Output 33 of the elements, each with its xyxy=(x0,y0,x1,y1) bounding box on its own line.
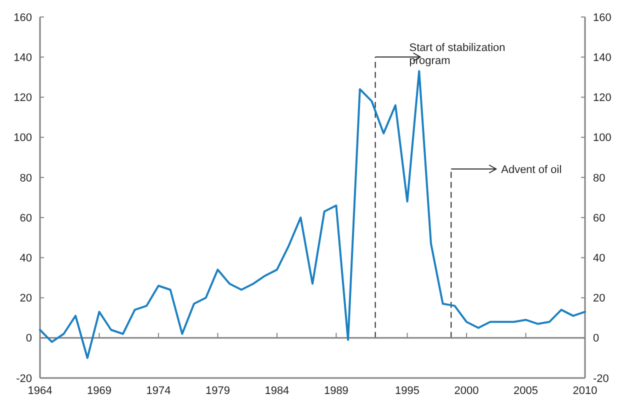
y2-tick-label: -20 xyxy=(593,372,609,385)
y2-tick-label: 40 xyxy=(593,252,606,265)
x-tick-label: 2010 xyxy=(572,385,598,397)
y2-tick-label: 0 xyxy=(593,332,600,345)
y2-tick-label: 120 xyxy=(593,92,612,104)
x-tick-label: 2005 xyxy=(514,385,538,397)
y-tick-label: 160 xyxy=(14,12,32,24)
y-tick-label: 120 xyxy=(14,92,32,104)
x-tick-label: 1979 xyxy=(205,385,230,397)
ref-line-label: Start of stabilization program xyxy=(409,42,506,67)
x-tick-label: 1974 xyxy=(146,385,171,397)
y2-tick-label: 160 xyxy=(593,12,612,24)
y-tick-label: 0 xyxy=(26,332,32,345)
y2-tick-label: 140 xyxy=(593,52,612,64)
y-tick-label: 40 xyxy=(20,252,32,265)
y2-tick-label: 100 xyxy=(593,132,612,144)
x-tick-label: 1964 xyxy=(28,385,52,397)
y-tick-label: 20 xyxy=(20,292,32,305)
y-tick-label: 140 xyxy=(14,52,32,64)
x-tick-label: 1969 xyxy=(86,385,112,397)
x-tick-label: 2000 xyxy=(454,385,479,397)
x-tick-label: 1995 xyxy=(395,385,420,397)
x-tick-label: 1989 xyxy=(324,385,348,397)
y2-tick-label: 20 xyxy=(593,292,606,305)
y2-tick-label: 60 xyxy=(593,212,606,224)
y-tick-label: 80 xyxy=(20,172,32,184)
y-tick-label: 60 xyxy=(20,212,32,224)
line-series xyxy=(39,70,586,359)
y-tick-label: 100 xyxy=(14,132,32,144)
x-tick-label: 1984 xyxy=(264,385,290,397)
ref-line-label: Advent of oil xyxy=(501,164,562,176)
y-tick-label: -20 xyxy=(16,372,32,385)
y2-tick-label: 80 xyxy=(593,172,606,184)
